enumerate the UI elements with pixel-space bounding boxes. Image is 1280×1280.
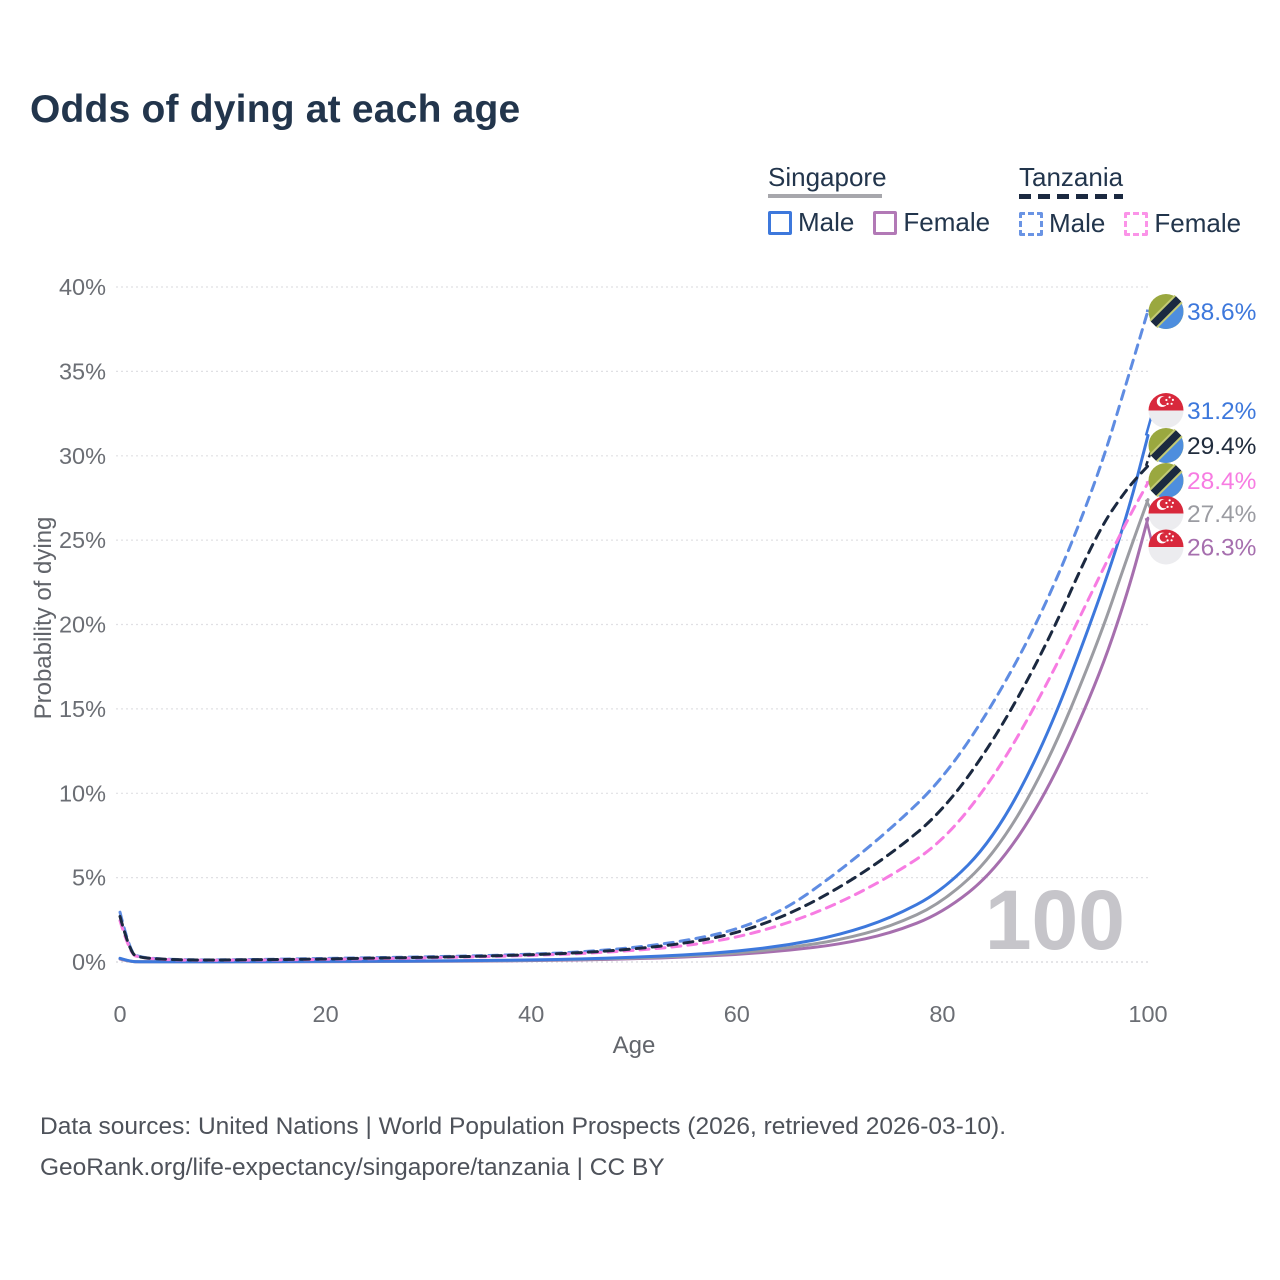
legend-item-label: Male: [1049, 208, 1106, 238]
star-icon: [1171, 398, 1174, 401]
label-leader-line: [1145, 309, 1164, 313]
star-icon: [1166, 505, 1169, 508]
legend-item-label: Male: [798, 207, 855, 237]
hover-age-watermark: 100: [985, 873, 1125, 967]
x-tick-label: 40: [518, 1001, 544, 1027]
y-tick-label: 5%: [72, 865, 106, 891]
star-icon: [1170, 505, 1173, 508]
tanzania-flag-band: [1150, 465, 1182, 496]
y-axis-title: Probability of dying: [30, 516, 57, 720]
singapore-flag-icon: [1148, 410, 1184, 429]
legend-group-singapore: Singapore Male Female: [768, 163, 990, 238]
legend-item-label: Female: [903, 207, 991, 237]
legend-item-singapore-female[interactable]: Female: [873, 207, 990, 238]
star-icon: [1168, 532, 1171, 535]
singapore-flag-icon: [1148, 547, 1184, 565]
data-sources-line: Data sources: United Nations | World Pop…: [40, 1113, 1007, 1140]
series-end-label: 26.3%: [1187, 535, 1256, 562]
x-tick-label: 80: [929, 1001, 955, 1027]
y-tick-label: 15%: [59, 696, 106, 722]
tanzania-flag-band: [1150, 296, 1182, 327]
crescent-icon: [1159, 499, 1169, 509]
y-tick-label: 10%: [59, 780, 106, 806]
series-end-label: 27.4%: [1187, 501, 1256, 528]
x-axis-title: Age: [612, 1032, 656, 1059]
crescent-icon: [1159, 533, 1169, 542]
attribution-line: GeoRank.org/life-expectancy/singapore/ta…: [40, 1154, 665, 1181]
y-tick-label: 0%: [72, 949, 106, 975]
legend-items-tanzania: Male Female: [1019, 208, 1241, 239]
crescent-icon: [1159, 396, 1169, 406]
star-icon: [1165, 398, 1168, 402]
y-tick-label: 25%: [59, 527, 106, 553]
star-icon: [1165, 501, 1168, 505]
label-leader-line: [1145, 479, 1164, 484]
singapore-male-swatch-icon: [768, 210, 792, 235]
series-end-label: 29.4%: [1187, 433, 1256, 460]
legend-item-singapore-male[interactable]: Male: [768, 207, 854, 238]
series-line-tanzania-male[interactable]: [118, 309, 1150, 962]
star-icon: [1171, 501, 1174, 504]
star-icon: [1168, 396, 1171, 399]
star-icon: [1170, 402, 1173, 405]
page-title: Odds of dying at each age: [30, 88, 521, 131]
y-tick-label: 20%: [59, 612, 106, 638]
singapore-line-style-sample: [768, 194, 882, 198]
star-icon: [1166, 402, 1169, 405]
legend-item-tanzania-male[interactable]: Male: [1019, 208, 1105, 239]
singapore-female-swatch-icon: [873, 210, 898, 235]
star-icon: [1170, 539, 1173, 542]
legend-group-singapore-label: Singapore: [768, 162, 887, 192]
y-tick-label: 30%: [59, 443, 106, 469]
star-icon: [1166, 539, 1169, 542]
legend-group-tanzania: Tanzania Male Female: [1019, 163, 1241, 239]
series-line-tanzania-both[interactable]: [118, 464, 1150, 962]
x-tick-label: 0: [113, 1001, 126, 1027]
y-tick-label: 35%: [59, 358, 106, 384]
legend-item-label: Female: [1154, 208, 1242, 238]
legend: Singapore Male Female Tanzania Male: [0, 163, 1280, 243]
series-end-label: 28.4%: [1187, 468, 1256, 495]
tanzania-female-swatch-icon: [1124, 211, 1149, 236]
footer: Data sources: United Nations | World Pop…: [40, 1106, 1006, 1188]
x-tick-label: 20: [313, 1001, 339, 1027]
x-tick-label: 100: [1128, 1001, 1167, 1027]
legend-item-tanzania-female[interactable]: Female: [1124, 208, 1241, 239]
legend-group-tanzania-label: Tanzania: [1019, 162, 1124, 192]
series-end-label: 31.2%: [1187, 398, 1256, 425]
star-icon: [1168, 499, 1171, 502]
tanzania-male-swatch-icon: [1019, 211, 1043, 236]
legend-items-singapore: Male Female: [768, 207, 990, 238]
x-tick-label: 60: [724, 1001, 750, 1027]
star-icon: [1165, 535, 1168, 538]
series-line-singapore-male[interactable]: [118, 434, 1150, 964]
tanzania-line-style-sample: [1019, 194, 1123, 199]
series-end-label: 38.6%: [1187, 299, 1256, 326]
star-icon: [1171, 535, 1174, 538]
singapore-flag-icon: [1148, 513, 1184, 531]
tanzania-flag-band: [1150, 430, 1182, 461]
y-tick-label: 40%: [59, 274, 106, 300]
